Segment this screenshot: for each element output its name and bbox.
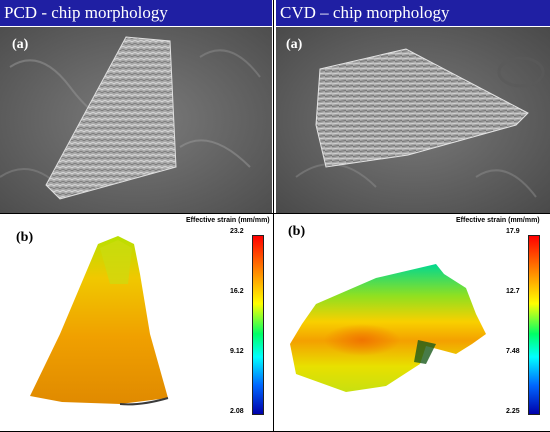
- pcd-sem-graphic: [0, 27, 272, 213]
- pcd-tick-min: 2.08: [230, 408, 244, 415]
- pcd-header: PCD - chip morphology: [0, 0, 272, 26]
- pcd-sem-image: (a): [0, 27, 272, 213]
- pcd-tick-2: 16.2: [230, 288, 244, 295]
- pcd-tick-max: 23.2: [230, 228, 244, 235]
- center-divider: [273, 0, 274, 432]
- pcd-tick-3: 9.12: [230, 348, 244, 355]
- cvd-strain-plot: (b) Effective strain (mm/mm) 17.9 12.7 7…: [276, 214, 550, 430]
- cvd-colorbar: [528, 235, 540, 415]
- pcd-strain-plot: (b) Effective strain (mm/mm) 23.2 16.2 9…: [0, 214, 272, 430]
- cvd-strain-graphic: [290, 264, 486, 392]
- pcd-colorbar-title: Effective strain (mm/mm): [186, 217, 270, 224]
- cvd-header: CVD – chip morphology: [276, 0, 550, 26]
- pcd-colorbar: [252, 235, 264, 415]
- cvd-tick-2: 12.7: [506, 288, 520, 295]
- cvd-tick-min: 2.25: [506, 408, 520, 415]
- cvd-sem-image: (a): [276, 27, 550, 213]
- cvd-sem-graphic: [276, 27, 550, 213]
- middle-divider: [0, 213, 550, 214]
- cvd-tick-max: 17.9: [506, 228, 520, 235]
- pcd-strain-graphic: [30, 236, 169, 406]
- cvd-tick-3: 7.48: [506, 348, 520, 355]
- pcd-sem-label: (a): [12, 37, 29, 52]
- cvd-sem-label: (a): [286, 37, 303, 52]
- pcd-sim-label: (b): [16, 230, 34, 245]
- cvd-sim-label: (b): [288, 224, 306, 239]
- cvd-colorbar-title: Effective strain (mm/mm): [456, 217, 540, 224]
